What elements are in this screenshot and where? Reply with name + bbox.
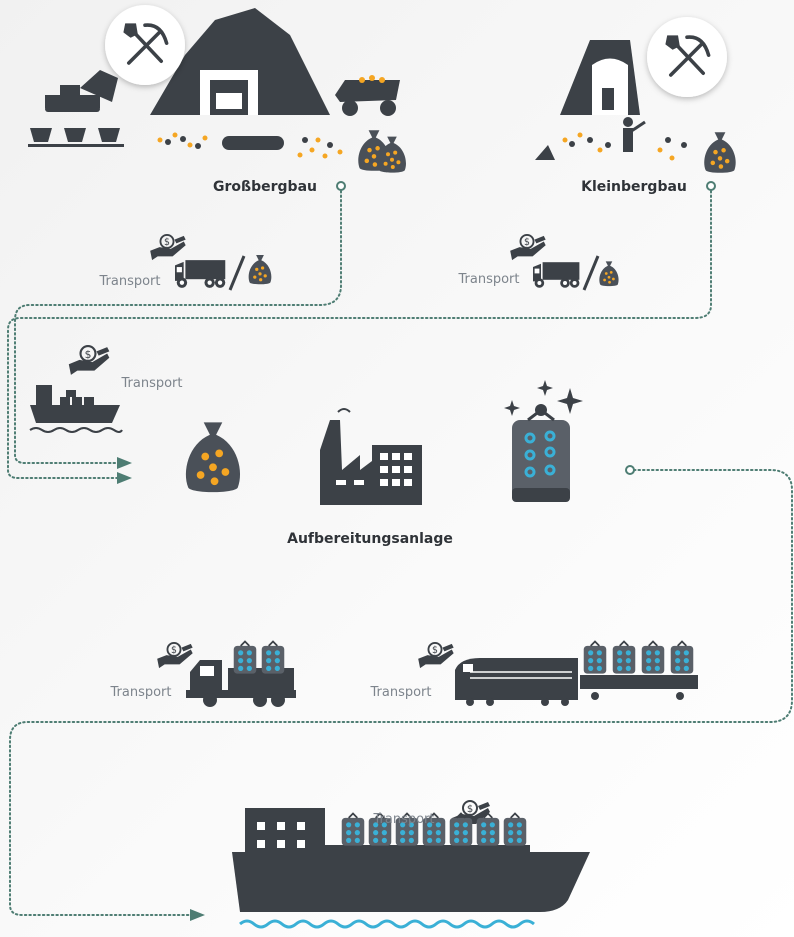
transport-label: Transport [457, 272, 519, 287]
supply-chain-diagram: $ [0, 0, 794, 937]
transport-label: Transport [120, 376, 182, 391]
transport-label: Transport [98, 274, 160, 289]
mine-label: Großbergbau [213, 179, 317, 195]
transport-label: Transport [369, 685, 431, 700]
transport-label: Transport [109, 685, 171, 700]
processing-illustration [186, 380, 583, 505]
transport-icons [30, 235, 619, 432]
route-lines [8, 182, 792, 921]
processing-label: Aufbereitungsanlage [287, 531, 453, 547]
small-mine-illustration [535, 17, 736, 173]
transport-label: Transport [372, 812, 434, 827]
page: $ [0, 0, 794, 937]
large-mine-illustration [28, 5, 406, 173]
mine-label: Kleinbergbau [581, 179, 687, 195]
